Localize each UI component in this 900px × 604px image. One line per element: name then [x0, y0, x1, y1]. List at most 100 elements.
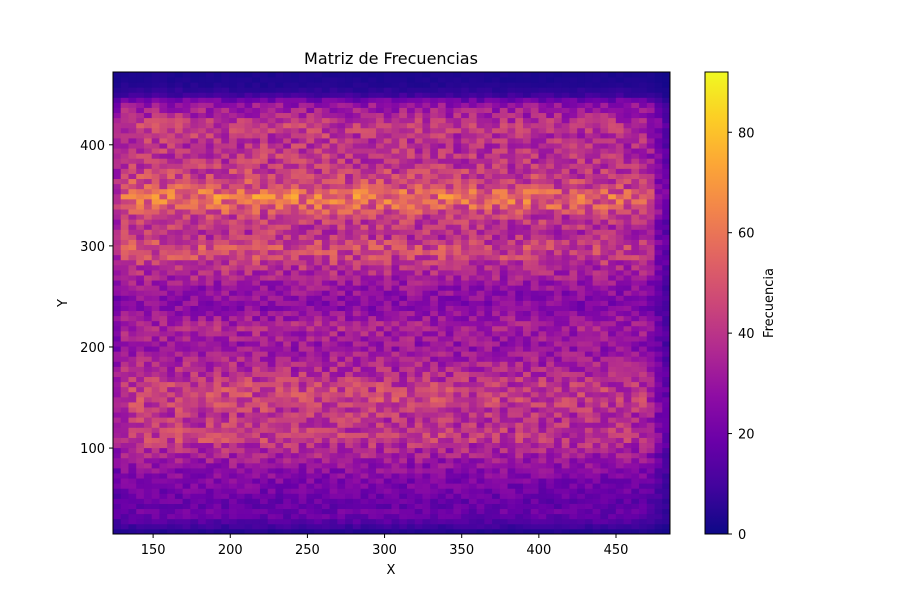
heatmap-cell: [523, 244, 532, 251]
heatmap-cell: [492, 503, 501, 510]
heatmap-cell: [352, 204, 361, 210]
heatmap-cell: [507, 193, 516, 200]
heatmap-cell: [159, 412, 168, 418]
heatmap-cell: [600, 336, 609, 342]
heatmap-cell: [492, 386, 501, 393]
heatmap-cell: [422, 300, 431, 306]
heatmap-cell: [213, 305, 222, 312]
heatmap-cell: [476, 305, 485, 312]
heatmap-cell: [646, 219, 655, 225]
heatmap-cell: [662, 417, 671, 423]
heatmap-cell: [437, 396, 447, 403]
heatmap-cell: [646, 371, 655, 378]
heatmap-cell: [167, 376, 176, 383]
heatmap-cell: [422, 402, 431, 408]
heatmap-cell: [654, 483, 663, 489]
heatmap-cell: [314, 315, 323, 322]
heatmap-cell: [453, 422, 462, 428]
heatmap-cell: [151, 244, 160, 251]
heatmap-cell: [631, 198, 640, 205]
heatmap-cell: [437, 478, 447, 484]
heatmap-cell: [584, 330, 594, 337]
heatmap-cell: [329, 483, 338, 489]
heatmap-cell: [252, 528, 261, 535]
heatmap-cell: [283, 528, 292, 535]
heatmap-cell: [530, 407, 539, 413]
heatmap-cell: [113, 437, 122, 444]
heatmap-cell: [314, 193, 323, 200]
heatmap-cell: [530, 468, 539, 474]
heatmap-cell: [337, 234, 346, 240]
heatmap-cell: [391, 229, 400, 235]
heatmap-cell: [159, 396, 168, 403]
heatmap-cell: [352, 325, 361, 332]
heatmap-cell: [128, 422, 137, 428]
heatmap-cell: [437, 488, 447, 494]
heatmap-cell: [414, 239, 423, 246]
heatmap-cell: [275, 280, 284, 286]
heatmap-cell: [198, 447, 207, 454]
heatmap-cell: [267, 498, 276, 504]
heatmap-cell: [437, 498, 447, 504]
heatmap-cell: [422, 244, 431, 251]
heatmap-cell: [600, 468, 609, 474]
heatmap-cell: [190, 371, 199, 378]
heatmap-cell: [182, 528, 191, 535]
heatmap-cell: [174, 280, 184, 286]
heatmap-cell: [492, 523, 501, 530]
heatmap-cell: [306, 310, 315, 317]
heatmap-cell: [376, 346, 385, 352]
heatmap-cell: [584, 478, 594, 484]
heatmap-cell: [499, 422, 508, 428]
heatmap-cell: [275, 219, 284, 225]
heatmap-cell: [561, 427, 570, 433]
heatmap-cell: [492, 488, 501, 494]
heatmap-cell: [553, 513, 563, 520]
heatmap-cell: [113, 432, 122, 438]
heatmap-cell: [577, 336, 586, 342]
heatmap-cell: [174, 244, 184, 251]
heatmap-cell: [329, 325, 338, 332]
heatmap-cell: [236, 452, 245, 459]
heatmap-cell: [221, 478, 230, 484]
heatmap-cell: [391, 254, 400, 261]
heatmap-cell: [283, 300, 292, 306]
heatmap-cell: [252, 523, 261, 530]
heatmap-cell: [600, 386, 609, 393]
heatmap-cell: [623, 402, 632, 408]
heatmap-cell: [267, 361, 276, 367]
heatmap-cell: [314, 391, 323, 398]
heatmap-cell: [190, 391, 199, 398]
heatmap-cell: [530, 447, 539, 454]
heatmap-cell: [662, 310, 671, 317]
heatmap-cell: [151, 254, 160, 261]
heatmap-cell: [143, 325, 153, 332]
heatmap-cell: [244, 437, 253, 444]
heatmap-cell: [143, 468, 153, 474]
heatmap-cell: [592, 320, 601, 327]
heatmap-cell: [546, 447, 555, 454]
heatmap-cell: [631, 468, 640, 474]
heatmap-cell: [468, 264, 477, 271]
heatmap-cell: [298, 386, 307, 393]
heatmap-cell: [198, 320, 207, 327]
heatmap-cell: [306, 468, 315, 474]
heatmap-cell: [182, 270, 191, 276]
heatmap-cell: [283, 523, 292, 530]
heatmap-cell: [376, 351, 385, 357]
heatmap-cell: [213, 442, 222, 449]
heatmap-cell: [515, 523, 524, 530]
heatmap-cell: [213, 366, 222, 372]
heatmap-cell: [499, 473, 508, 479]
heatmap-cell: [569, 219, 578, 225]
heatmap-cell: [360, 493, 369, 499]
heatmap-cell: [190, 193, 199, 200]
heatmap-cell: [561, 254, 570, 261]
heatmap-cell: [345, 478, 354, 484]
heatmap-cell: [430, 447, 439, 454]
heatmap-cell: [360, 452, 369, 459]
heatmap-cell: [615, 523, 624, 530]
heatmap-cell: [523, 407, 532, 413]
heatmap-cell: [120, 285, 129, 291]
heatmap-cell: [120, 452, 129, 459]
